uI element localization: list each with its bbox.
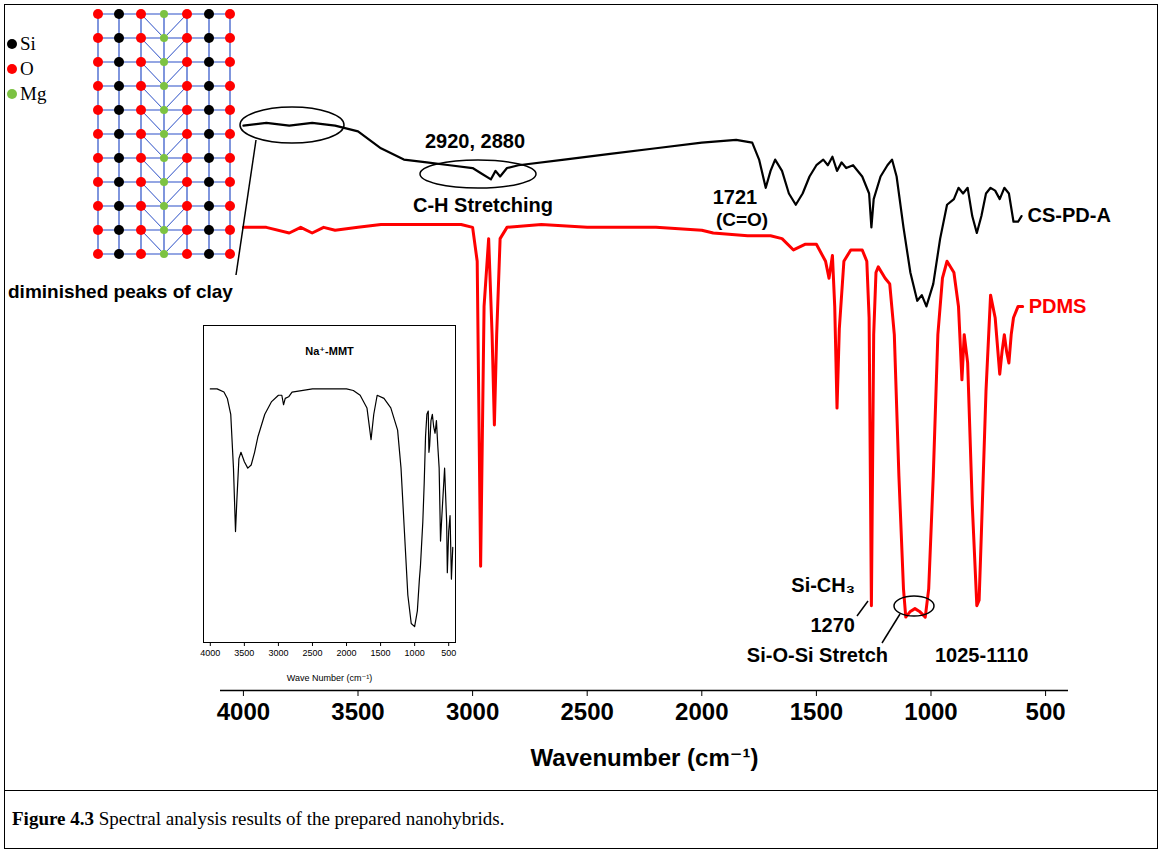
svg-text:1270: 1270 [811, 614, 856, 636]
svg-text:PDMS: PDMS [1029, 295, 1087, 317]
svg-text:Si-O-Si Stretch: Si-O-Si Stretch [747, 644, 888, 666]
svg-text:Si: Si [20, 33, 36, 54]
svg-text:1500: 1500 [371, 648, 391, 658]
svg-text:(C=O): (C=O) [716, 209, 768, 230]
svg-text:3500: 3500 [234, 648, 254, 658]
svg-text:1025-1110: 1025-1110 [935, 644, 1028, 666]
svg-text:Wavenumber (cm⁻¹): Wavenumber (cm⁻¹) [531, 744, 759, 771]
svg-text:Na⁺-MMT: Na⁺-MMT [305, 345, 354, 357]
svg-text:2000: 2000 [675, 698, 728, 725]
svg-text:O: O [20, 58, 34, 79]
svg-text:2000: 2000 [337, 648, 357, 658]
svg-text:CS-PD-A: CS-PD-A [1028, 204, 1111, 226]
svg-text:3000: 3000 [446, 698, 499, 725]
svg-text:3500: 3500 [331, 698, 384, 725]
svg-text:1000: 1000 [904, 698, 957, 725]
svg-text:1000: 1000 [405, 648, 425, 658]
svg-text:3000: 3000 [268, 648, 288, 658]
svg-text:500: 500 [441, 648, 456, 658]
svg-text:2500: 2500 [561, 698, 614, 725]
svg-text:2500: 2500 [302, 648, 322, 658]
svg-text:C-H Stretching: C-H Stretching [413, 194, 553, 216]
svg-text:Mg: Mg [20, 83, 47, 104]
svg-text:2920, 2880: 2920, 2880 [425, 130, 525, 152]
svg-text:4000: 4000 [217, 698, 270, 725]
svg-text:diminished peaks of clay: diminished peaks of clay [8, 281, 233, 302]
svg-text:4000: 4000 [200, 648, 220, 658]
svg-text:1721: 1721 [713, 186, 758, 208]
svg-text:500: 500 [1026, 698, 1066, 725]
svg-text:Si-CH₃: Si-CH₃ [791, 574, 855, 596]
svg-text:1500: 1500 [790, 698, 843, 725]
svg-text:Wave Number (cm⁻¹): Wave Number (cm⁻¹) [287, 673, 372, 683]
html-text:Figure 4.3 Spectral analysis r: Figure 4.3 Spectral analysis results of … [12, 808, 505, 829]
